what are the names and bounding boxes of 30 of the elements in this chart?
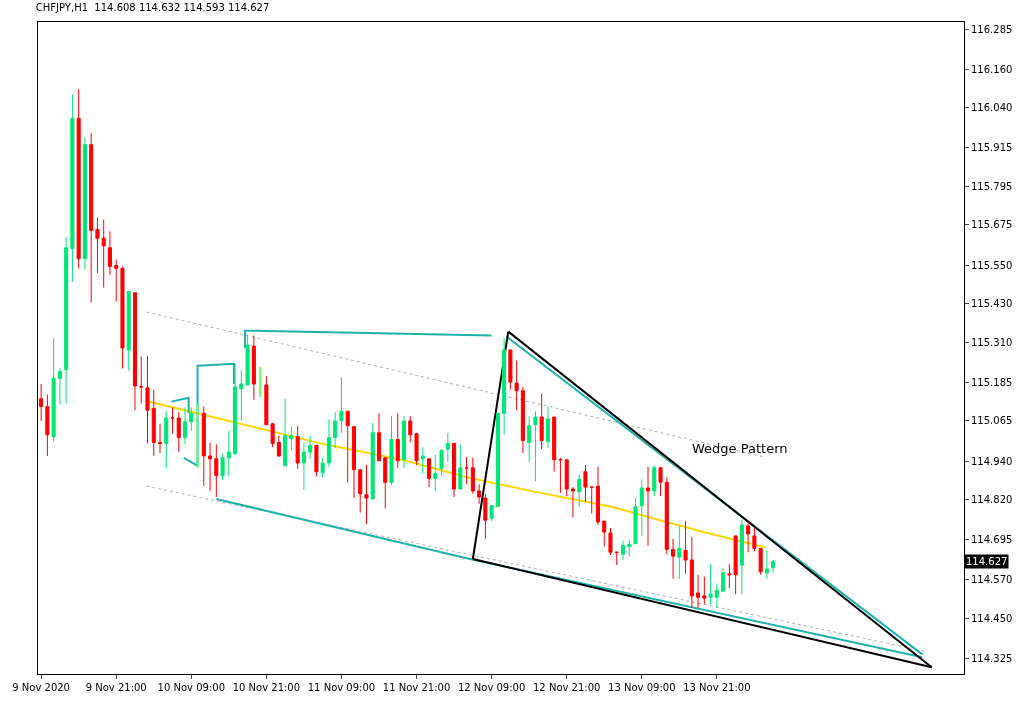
y-tick-label: 114.940: [971, 455, 1013, 467]
y-tick-label: 116.160: [971, 63, 1013, 75]
annotation: 114.627: [966, 556, 1008, 567]
x-tick-label: 11 Nov 21:00: [382, 682, 451, 693]
y-tick-label: 115.675: [971, 219, 1013, 231]
y-tick-label: 115.310: [971, 336, 1013, 348]
y-tick-label: 115.065: [971, 415, 1013, 427]
y-tick-label: 115.795: [971, 180, 1013, 192]
y-tick-label: 116.285: [971, 23, 1013, 35]
y-tick-label: 114.570: [971, 574, 1013, 586]
y-tick-label: 115.550: [971, 259, 1013, 271]
y-tick-label: 114.325: [971, 653, 1013, 665]
x-tick-label: 13 Nov 21:00: [683, 682, 751, 693]
x-tick-label: 11 Nov 09:00: [307, 682, 376, 693]
x-tick-label: 9 Nov 2020: [12, 682, 70, 693]
y-tick-label: 115.915: [971, 142, 1013, 154]
x-tick-label: 10 Nov 09:00: [157, 682, 225, 693]
y-tick-label: 114.695: [971, 534, 1013, 546]
y-tick-label: 115.430: [971, 298, 1013, 310]
x-tick-label: 12 Nov 21:00: [532, 682, 601, 693]
y-tick-label: 114.450: [971, 612, 1013, 624]
chart-title: CHFJPY,H1 114.608 114.632 114.593 114.627: [35, 1, 270, 13]
y-tick-label: 114.820: [971, 494, 1013, 506]
x-tick-label: 10 Nov 21:00: [232, 682, 301, 693]
y-tick-label: 116.040: [971, 102, 1013, 114]
x-tick-label: 13 Nov 09:00: [608, 682, 676, 693]
x-tick-label: 9 Nov 21:00: [85, 682, 147, 693]
annotation: Wedge Pattern: [692, 441, 788, 456]
y-tick-label: 115.185: [971, 376, 1013, 388]
x-tick-label: 12 Nov 09:00: [457, 682, 526, 693]
